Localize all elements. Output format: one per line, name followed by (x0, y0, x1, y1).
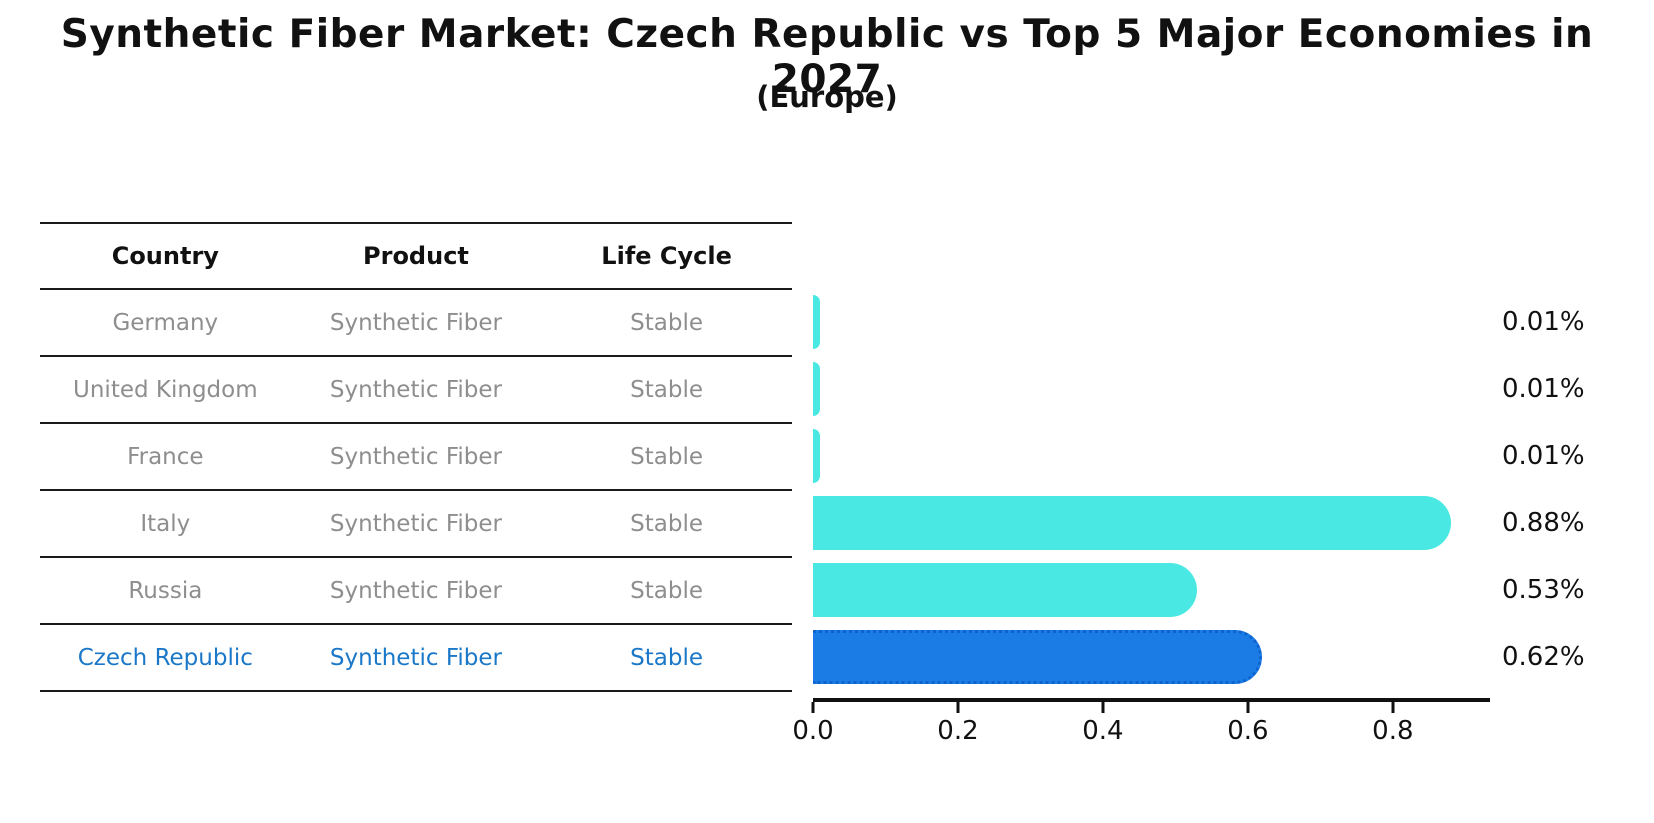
value-label-column: 0.01% 0.01% 0.01% 0.88% 0.53% 0.62% (1502, 288, 1652, 690)
product-cell: Synthetic Fiber (329, 577, 502, 604)
bar-czech-republic (813, 629, 1263, 684)
bar-plot (813, 288, 1490, 690)
country-cell: Germany (112, 309, 219, 336)
bar-italy (813, 495, 1451, 550)
life-cycle-cell: Stable (630, 510, 704, 537)
table-row-germany: Germany Synthetic Fiber Stable (40, 290, 792, 357)
table-row-france: France Synthetic Fiber Stable (40, 424, 792, 491)
table-header-row: Country Product Life Cycle (40, 222, 792, 290)
value-label-germany: 0.01% (1502, 306, 1585, 337)
x-axis-tick-label: 0.2 (937, 716, 979, 746)
bar-france (813, 428, 821, 483)
x-axis-tick-label: 0.6 (1227, 716, 1269, 746)
value-label-czech-republic: 0.62% (1502, 641, 1585, 672)
x-axis-tick-label: 0.4 (1082, 716, 1124, 746)
bar-germany (813, 294, 821, 349)
x-axis-tick (1391, 702, 1395, 713)
product-cell: Synthetic Fiber (329, 644, 502, 671)
x-axis: 0.0 0.2 0.4 0.6 0.8 (792, 698, 1490, 757)
product-cell: Synthetic Fiber (329, 376, 502, 403)
product-cell: Synthetic Fiber (329, 443, 502, 470)
bar-row-united-kingdom (813, 355, 1490, 422)
table-row-italy: Italy Synthetic Fiber Stable (40, 491, 792, 558)
value-label-russia: 0.53% (1502, 574, 1585, 605)
value-label-united-kingdom: 0.01% (1502, 373, 1585, 404)
x-axis-tick (956, 702, 960, 713)
table-row-russia: Russia Synthetic Fiber Stable (40, 558, 792, 625)
bar-row-france (813, 422, 1490, 489)
bar-russia (813, 562, 1198, 617)
country-cell: United Kingdom (73, 376, 258, 403)
country-cell: Italy (140, 510, 191, 537)
bar-row-russia (813, 556, 1490, 623)
product-cell: Synthetic Fiber (329, 309, 502, 336)
column-header-life-cycle: Life Cycle (601, 242, 732, 270)
bar-row-italy (813, 489, 1490, 556)
column-header-country: Country (111, 242, 219, 270)
country-cell: Russia (128, 577, 203, 604)
life-cycle-cell: Stable (630, 644, 704, 671)
x-axis-tick (1246, 702, 1250, 713)
column-header-product: Product (363, 242, 469, 270)
value-label-france: 0.01% (1502, 440, 1585, 471)
bar-row-czech-republic (813, 623, 1490, 690)
country-cell: France (127, 443, 204, 470)
life-cycle-cell: Stable (630, 443, 704, 470)
table-row-czech-republic: Czech Republic Synthetic Fiber Stable (40, 625, 792, 692)
product-cell: Synthetic Fiber (329, 510, 502, 537)
x-axis-tick-label: 0.0 (792, 716, 834, 746)
country-cell: Czech Republic (77, 644, 253, 671)
chart-subtitle: (Europe) (756, 80, 898, 114)
bar-row-germany (813, 288, 1490, 355)
country-table: Country Product Life Cycle Germany Synth… (40, 222, 792, 692)
chart-title: Synthetic Fiber Market: Czech Republic v… (60, 12, 1594, 102)
life-cycle-cell: Stable (630, 309, 704, 336)
life-cycle-cell: Stable (630, 577, 704, 604)
x-axis-tick-label: 0.8 (1372, 716, 1414, 746)
bar-united-kingdom (813, 361, 821, 416)
x-axis-tick (1101, 702, 1105, 713)
value-label-italy: 0.88% (1502, 507, 1585, 538)
table-row-united-kingdom: United Kingdom Synthetic Fiber Stable (40, 357, 792, 424)
life-cycle-cell: Stable (630, 376, 704, 403)
x-axis-tick (811, 702, 815, 713)
